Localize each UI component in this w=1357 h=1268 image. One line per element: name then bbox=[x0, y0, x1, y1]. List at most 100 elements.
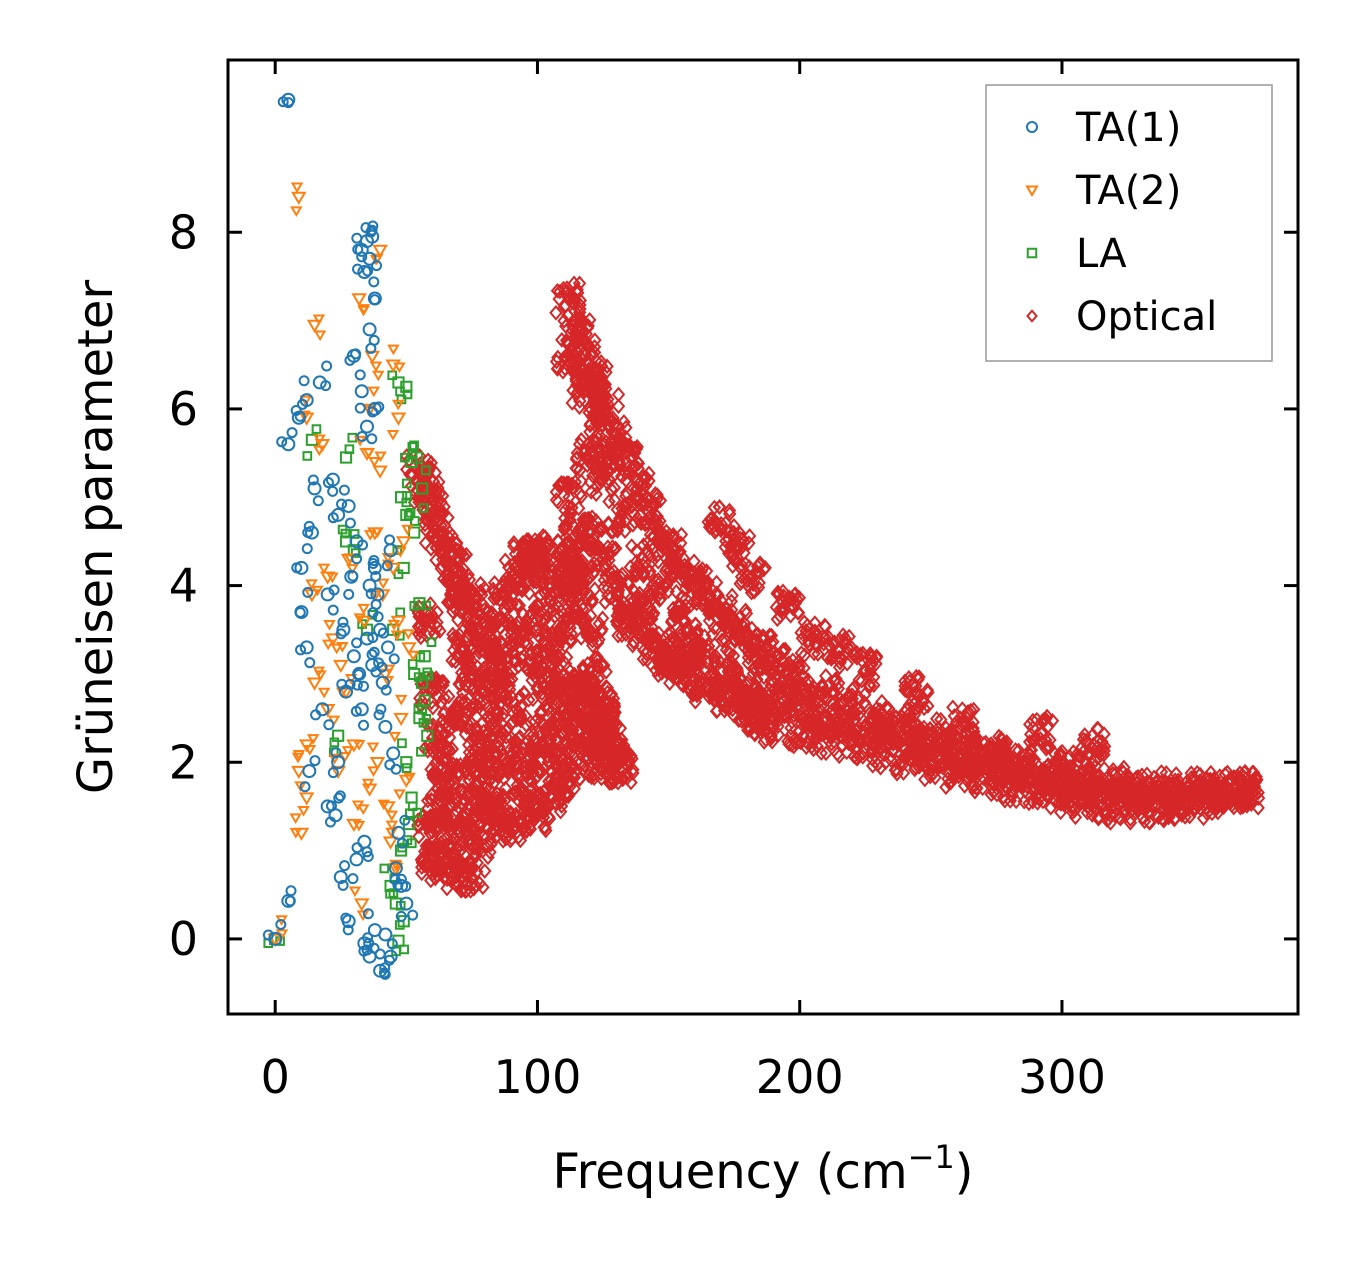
data-point bbox=[1117, 759, 1131, 776]
data-point bbox=[565, 530, 579, 547]
data-point bbox=[1095, 733, 1109, 750]
data-point bbox=[945, 725, 959, 742]
data-point bbox=[1053, 753, 1067, 770]
data-point bbox=[838, 634, 852, 650]
data-point bbox=[791, 661, 806, 677]
data-point bbox=[822, 638, 837, 654]
data-point bbox=[583, 400, 597, 416]
data-point bbox=[727, 552, 742, 569]
data-point bbox=[1140, 766, 1154, 783]
data-point bbox=[771, 584, 785, 601]
data-point bbox=[494, 805, 509, 822]
data-point bbox=[653, 660, 667, 677]
data-point bbox=[471, 634, 485, 651]
data-point bbox=[845, 687, 859, 703]
data-point bbox=[735, 688, 750, 704]
data-point bbox=[829, 671, 843, 687]
data-point bbox=[890, 765, 904, 782]
data-point bbox=[761, 694, 775, 710]
data-point bbox=[747, 584, 761, 600]
data-point bbox=[827, 634, 842, 651]
data-point bbox=[1226, 787, 1240, 803]
data-point bbox=[645, 577, 660, 594]
data-point bbox=[636, 651, 651, 667]
data-point bbox=[757, 693, 772, 710]
data-point bbox=[536, 802, 551, 819]
data-point bbox=[654, 665, 669, 681]
data-point bbox=[846, 726, 860, 743]
data-point bbox=[1121, 774, 1135, 791]
data-point bbox=[1053, 804, 1068, 821]
data-point bbox=[1217, 799, 1231, 816]
data-point bbox=[590, 658, 605, 675]
data-point bbox=[582, 381, 597, 397]
data-point bbox=[714, 520, 728, 536]
data-point bbox=[625, 637, 640, 654]
data-point bbox=[811, 646, 825, 662]
data-point bbox=[558, 285, 573, 302]
data-point bbox=[708, 653, 722, 669]
data-point bbox=[556, 364, 570, 380]
data-point bbox=[656, 526, 671, 543]
data-point bbox=[629, 543, 644, 559]
data-point bbox=[592, 373, 607, 390]
data-point bbox=[493, 800, 508, 817]
data-point bbox=[606, 457, 621, 473]
data-point bbox=[700, 574, 714, 590]
data-point bbox=[961, 704, 975, 721]
data-point bbox=[415, 859, 429, 876]
data-point bbox=[824, 650, 839, 667]
data-point bbox=[531, 565, 545, 582]
data-point bbox=[502, 581, 517, 598]
data-point bbox=[756, 657, 771, 673]
data-point bbox=[634, 612, 648, 628]
data-point bbox=[786, 692, 800, 709]
data-point bbox=[420, 512, 435, 529]
data-point bbox=[583, 417, 597, 434]
data-point bbox=[553, 803, 568, 820]
data-point bbox=[1058, 761, 1073, 778]
data-point bbox=[1082, 746, 1096, 763]
data-point bbox=[763, 693, 777, 710]
data-point bbox=[1037, 711, 1052, 728]
data-point bbox=[490, 786, 504, 802]
data-point bbox=[626, 765, 640, 781]
data-point bbox=[750, 684, 764, 701]
data-point bbox=[1053, 745, 1067, 762]
data-point bbox=[457, 588, 471, 605]
data-point bbox=[823, 728, 837, 745]
data-point bbox=[513, 688, 527, 705]
data-point bbox=[648, 512, 663, 528]
data-point bbox=[1024, 726, 1038, 743]
data-point bbox=[985, 765, 999, 782]
data-point bbox=[1084, 793, 1099, 810]
data-point bbox=[799, 713, 813, 729]
data-point bbox=[1032, 772, 1047, 789]
data-point bbox=[585, 534, 600, 551]
data-point bbox=[679, 597, 693, 614]
data-point bbox=[872, 724, 887, 740]
data-point bbox=[986, 753, 1000, 769]
data-point bbox=[1015, 765, 1030, 781]
data-point bbox=[995, 759, 1009, 776]
data-point bbox=[551, 494, 565, 510]
data-point bbox=[927, 730, 941, 747]
data-point bbox=[604, 481, 618, 498]
data-point bbox=[821, 649, 835, 666]
data-point bbox=[647, 627, 661, 644]
data-point bbox=[673, 627, 687, 644]
data-point bbox=[598, 561, 612, 578]
data-point bbox=[691, 577, 705, 593]
data-point bbox=[902, 697, 917, 713]
data-point bbox=[1163, 803, 1177, 820]
data-point bbox=[577, 441, 591, 458]
data-point bbox=[1170, 775, 1184, 791]
data-point bbox=[736, 701, 751, 717]
data-point bbox=[878, 754, 893, 771]
data-point bbox=[788, 595, 803, 611]
data-point bbox=[598, 765, 612, 781]
data-point bbox=[1191, 776, 1206, 792]
data-point bbox=[573, 350, 588, 366]
data-point bbox=[537, 574, 551, 591]
data-point bbox=[853, 705, 867, 721]
